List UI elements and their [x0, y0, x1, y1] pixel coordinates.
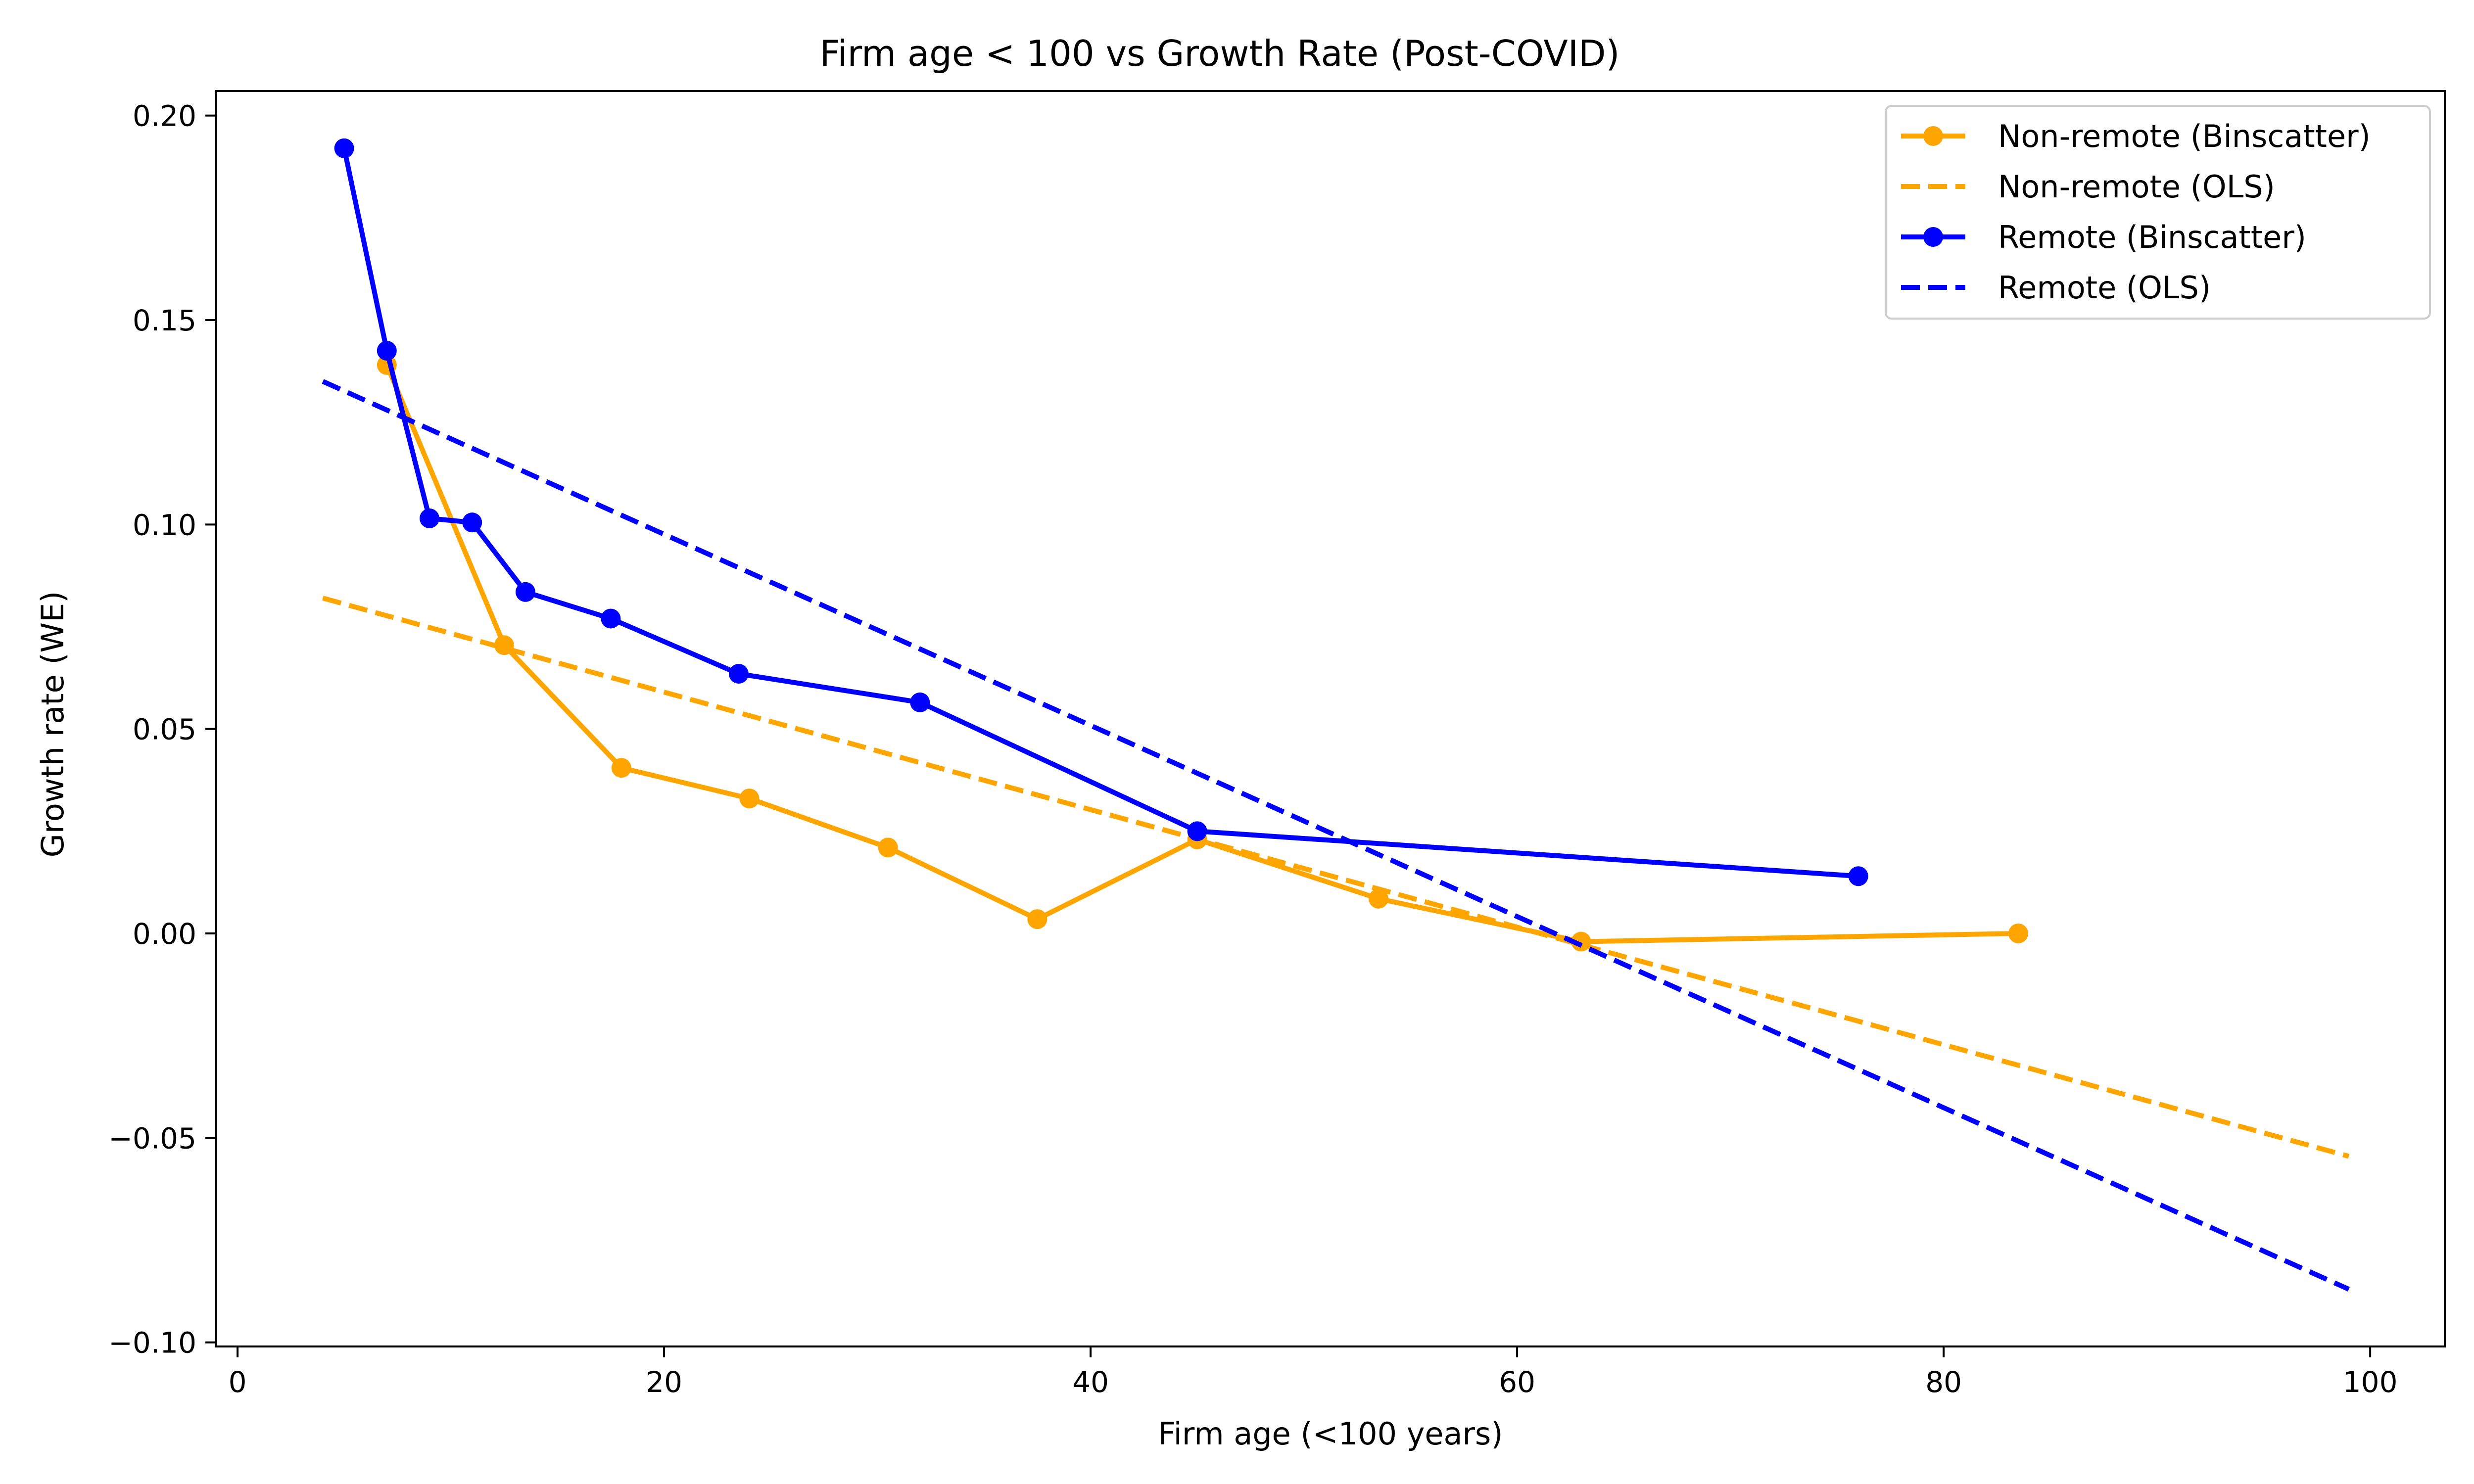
y-tick-label: 0.15: [133, 304, 196, 337]
data-point: [462, 512, 482, 533]
legend-label: Remote (Binscatter): [1998, 219, 2306, 255]
data-point: [420, 508, 440, 528]
x-axis: 0 20 40 60 80 100: [229, 1346, 2398, 1399]
y-tick-label: −0.05: [108, 1121, 196, 1155]
x-axis-label: Firm age (<100 years): [1158, 1416, 1503, 1452]
legend: Non-remote (Binscatter) Non-remote (OLS) R…: [1885, 105, 2431, 320]
legend-marker: [1923, 227, 1943, 247]
y-tick-label: −0.10: [108, 1326, 196, 1360]
plot-area: [322, 138, 2350, 1292]
data-point: [515, 582, 535, 602]
plot-frame: [215, 90, 2446, 1347]
data-point: [377, 340, 397, 361]
legend-label: Remote (OLS): [1998, 270, 2211, 306]
y-tick-label: 0.10: [133, 508, 196, 542]
data-point: [1027, 909, 1047, 929]
data-point: [1368, 888, 1388, 909]
series-line-remote-ols: [322, 379, 2350, 1292]
y-axis: −0.10 −0.05 0.00 0.05 0.10 0.15 0.20: [108, 99, 216, 1360]
y-tick-label: 0.05: [133, 713, 196, 746]
y-tick-label: 0.20: [133, 99, 196, 133]
legend-label: Non-remote (Binscatter): [1998, 118, 2371, 154]
x-tick-label: 40: [1072, 1365, 1109, 1399]
data-point: [601, 608, 621, 629]
x-tick-label: 80: [1925, 1365, 1962, 1399]
data-point: [910, 692, 930, 712]
x-tick-label: 0: [229, 1365, 247, 1399]
series-line-non-remote-binscatter: [384, 364, 2019, 944]
data-point: [2008, 924, 2028, 944]
y-tick-label: 0.00: [133, 917, 196, 951]
series-line-remote-binscatter: [341, 147, 1859, 879]
legend-box: [1885, 105, 2431, 320]
data-point: [739, 788, 760, 809]
data-point: [1187, 821, 1207, 841]
x-tick-label: 100: [2343, 1365, 2398, 1399]
x-tick-label: 60: [1499, 1365, 1535, 1399]
data-point: [611, 758, 631, 778]
data-point: [1848, 866, 1868, 886]
x-tick-label: 20: [646, 1365, 682, 1399]
chart-title: Firm age < 100 vs Growth Rate (Post-COVI…: [820, 33, 1620, 74]
data-point: [334, 138, 354, 158]
y-axis-label: Growth rate (WE): [35, 591, 71, 858]
legend-marker: [1923, 126, 1943, 146]
data-point: [728, 664, 749, 684]
series-line-non-remote-ols: [322, 596, 2350, 1159]
legend-label: Non-remote (OLS): [1998, 169, 2275, 205]
data-point: [878, 837, 898, 858]
